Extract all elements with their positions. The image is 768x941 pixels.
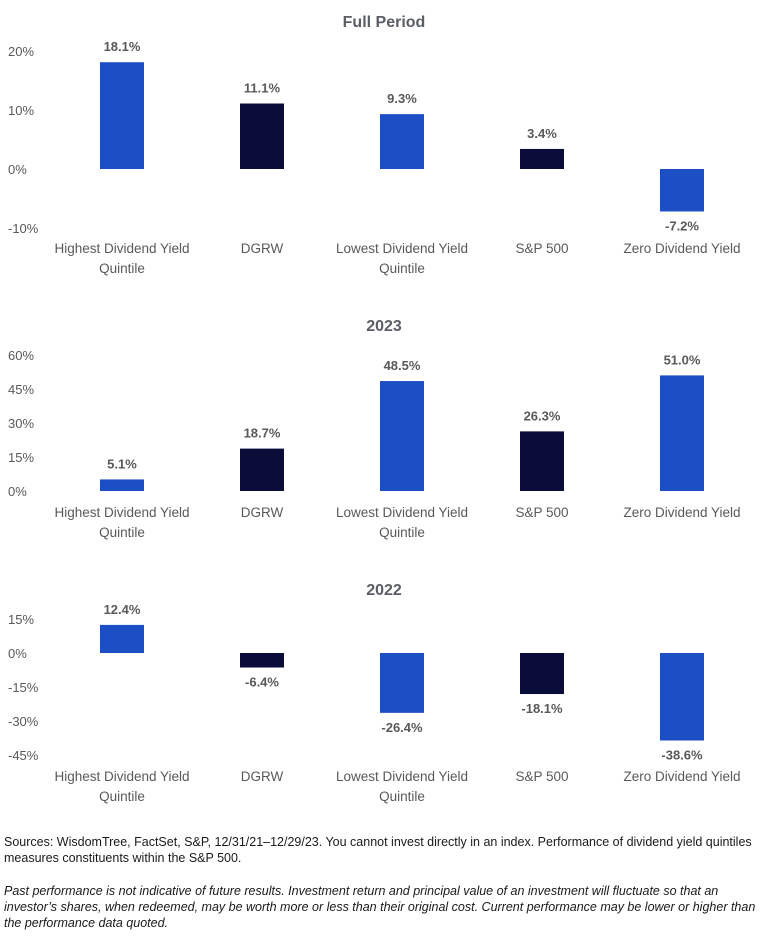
y-tick-label: 45% [8,382,34,397]
category-label: DGRW [241,769,284,784]
category-label: Zero Dividend Yield [623,241,740,256]
bar [380,381,424,491]
chart-2022-svg: 2022 15% 0% -15% -30% -45% 12.4% Highest Divide… [8,582,741,804]
y-tick-label: 0% [8,162,27,177]
data-label: 51.0% [664,352,701,367]
y-tick-label: 30% [8,416,34,431]
bar [380,653,424,713]
data-label: -7.2% [665,218,699,233]
data-label: 18.7% [244,426,281,441]
category-label: Quintile [99,525,145,540]
category-label: Lowest Dividend Yield [336,769,468,784]
data-label: -26.4% [381,720,423,735]
category-label: Highest Dividend Yield [54,241,189,256]
chart-2022: 2022 15% 0% -15% -30% -45% 12.4% Highest Divide… [0,569,768,819]
category-label: Zero Dividend Yield [623,505,740,520]
category-label: Quintile [99,261,145,276]
chart-2023-svg: 2023 60% 45% 30% 15% 0% 5.1% Highest Dividend Y… [8,318,741,540]
bar [100,62,144,169]
category-label: Highest Dividend Yield [54,769,189,784]
bar [380,114,424,169]
bar [520,431,564,491]
data-label: 11.1% [244,81,281,96]
data-label: 48.5% [384,358,421,373]
y-tick-label: -15% [8,680,39,695]
category-label: S&P 500 [515,241,568,256]
chart-title: Full Period [343,14,426,31]
category-label: Quintile [379,261,425,276]
category-label: DGRW [241,505,284,520]
category-label: Lowest Dividend Yield [336,505,468,520]
sources-note: Sources: WisdomTree, FactSet, S&P, 12/31… [4,835,752,865]
data-label: 9.3% [387,91,417,106]
category-label: Quintile [379,789,425,804]
y-tick-label: 15% [8,612,34,627]
disclaimer-note: Past performance is not indicative of fu… [4,884,756,930]
data-label: -6.4% [245,675,279,690]
y-tick-label: 0% [8,646,27,661]
category-label: DGRW [241,241,284,256]
category-label: Highest Dividend Yield [54,505,189,520]
bar [240,103,284,169]
y-tick-label: 60% [8,348,34,363]
y-tick-label: 20% [8,44,34,59]
data-label: -38.6% [661,747,703,762]
y-tick-label: 10% [8,103,34,118]
data-label: 18.1% [104,39,141,54]
data-label: 12.4% [104,602,141,617]
data-label: -18.1% [521,701,563,716]
y-tick-label: -10% [8,221,39,236]
data-label: 5.1% [107,456,137,471]
bar [520,653,564,695]
bar [100,624,144,653]
category-label: Lowest Dividend Yield [336,241,468,256]
bar [240,653,284,668]
bar [520,148,564,169]
y-tick-label: 0% [8,484,27,499]
bar [660,169,704,212]
y-tick-label: 15% [8,450,34,465]
chart-title: 2022 [366,582,402,599]
category-label: Zero Dividend Yield [623,769,740,784]
chart-title: 2023 [366,318,402,335]
bar [240,448,284,491]
data-label: 3.4% [527,126,557,141]
y-tick-label: -45% [8,748,39,763]
bar [660,375,704,491]
category-label: S&P 500 [515,769,568,784]
chart-full-period-svg: Full Period 20% 10% 0% -10% 18.1% Highest Divi… [8,14,741,276]
category-label: Quintile [99,789,145,804]
category-label: S&P 500 [515,505,568,520]
chart-full-period: Full Period 20% 10% 0% -10% 18.1% Highest Divi… [0,0,768,290]
data-label: 26.3% [524,408,561,423]
chart-2023: 2023 60% 45% 30% 15% 0% 5.1% Highest Dividend Y… [0,305,768,555]
y-tick-label: -30% [8,714,39,729]
bar [660,653,704,741]
bar [100,479,144,491]
category-label: Quintile [379,525,425,540]
